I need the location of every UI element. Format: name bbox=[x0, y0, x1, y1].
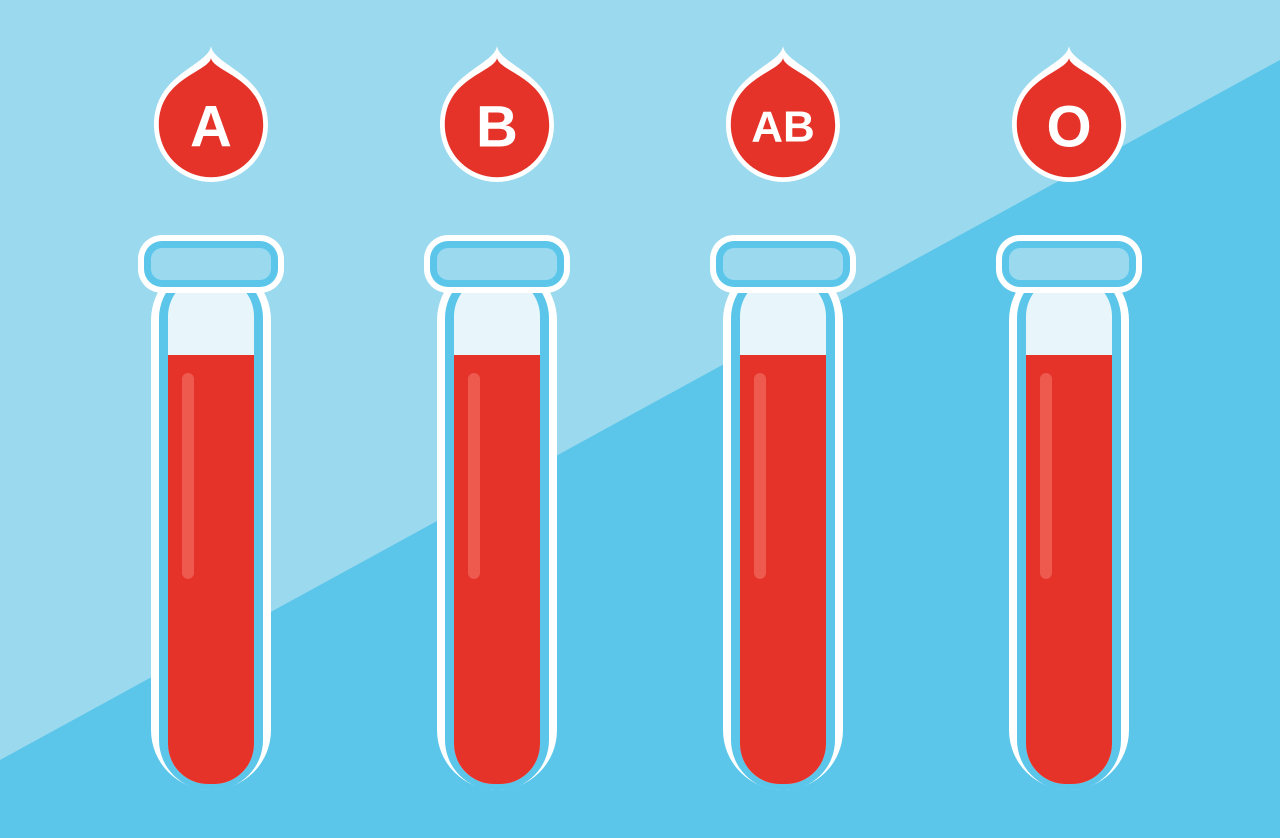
drop-container: A bbox=[146, 40, 276, 195]
test-tube-icon bbox=[708, 235, 858, 795]
drop-container: O bbox=[1004, 40, 1134, 195]
blood-drop-label: A bbox=[190, 95, 232, 160]
tube-container bbox=[708, 235, 858, 800]
drop-container: AB bbox=[718, 40, 848, 195]
tube-container bbox=[422, 235, 572, 800]
blood-drop-label: O bbox=[1046, 95, 1091, 160]
blood-drop-icon: AB bbox=[718, 40, 848, 190]
blood-drop-icon: A bbox=[146, 40, 276, 190]
blood-drop-icon: B bbox=[432, 40, 562, 190]
test-tube-icon bbox=[422, 235, 572, 795]
tube-container bbox=[994, 235, 1144, 800]
blood-type-column: O bbox=[994, 0, 1144, 800]
blood-drop-label: AB bbox=[751, 103, 815, 152]
drop-container: B bbox=[432, 40, 562, 195]
infographic-stage: ABABO bbox=[0, 0, 1280, 838]
test-tube-icon bbox=[136, 235, 286, 795]
blood-type-column: B bbox=[422, 0, 572, 800]
blood-type-columns: ABABO bbox=[0, 0, 1280, 838]
tube-container bbox=[136, 235, 286, 800]
blood-type-column: A bbox=[136, 0, 286, 800]
blood-drop-icon: O bbox=[1004, 40, 1134, 190]
blood-drop-label: B bbox=[476, 95, 518, 160]
test-tube-icon bbox=[994, 235, 1144, 795]
blood-type-column: AB bbox=[708, 0, 858, 800]
